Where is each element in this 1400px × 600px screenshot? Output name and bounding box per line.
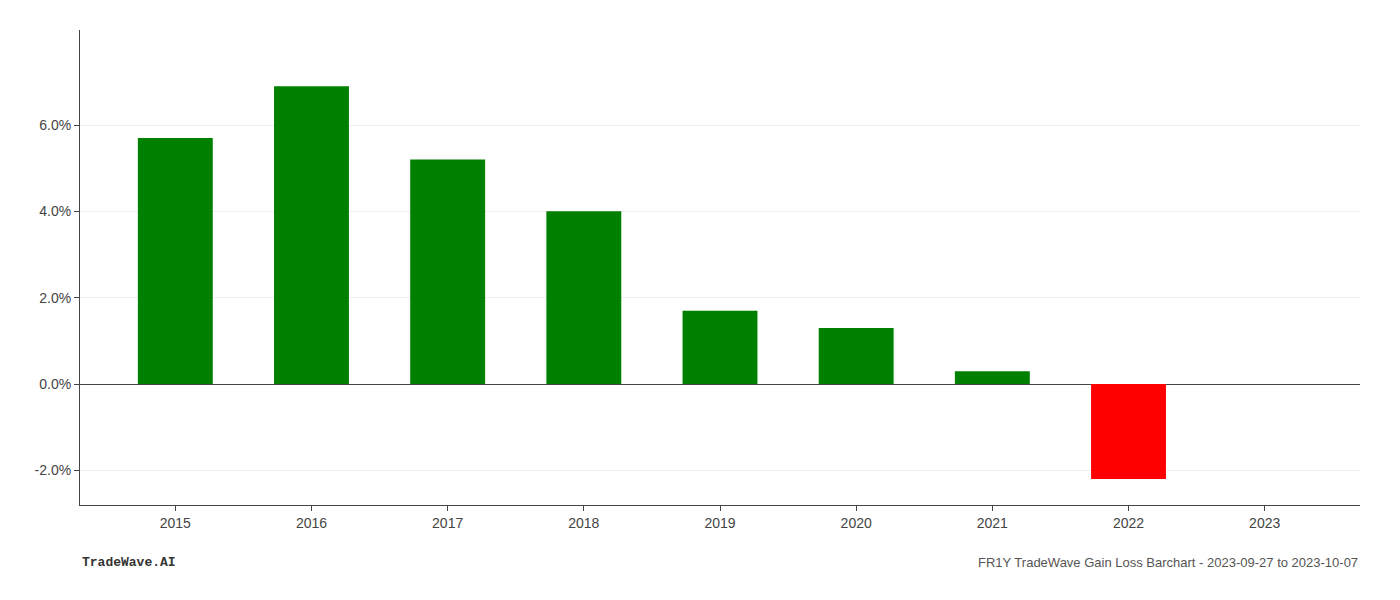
svg-text:2023: 2023 [1249,515,1280,531]
svg-text:2016: 2016 [296,515,327,531]
svg-text:-2.0%: -2.0% [35,462,72,478]
svg-text:2020: 2020 [841,515,872,531]
svg-text:2018: 2018 [568,515,599,531]
svg-text:FR1Y TradeWave Gain Loss Barch: FR1Y TradeWave Gain Loss Barchart - 2023… [978,555,1358,570]
svg-text:2021: 2021 [977,515,1008,531]
svg-text:2015: 2015 [160,515,191,531]
svg-text:TradeWave.AI: TradeWave.AI [82,555,176,570]
svg-text:2022: 2022 [1113,515,1144,531]
svg-text:4.0%: 4.0% [39,203,71,219]
svg-text:6.0%: 6.0% [39,117,71,133]
svg-text:2.0%: 2.0% [39,290,71,306]
svg-text:2017: 2017 [432,515,463,531]
svg-text:0.0%: 0.0% [39,376,71,392]
svg-text:2019: 2019 [704,515,735,531]
